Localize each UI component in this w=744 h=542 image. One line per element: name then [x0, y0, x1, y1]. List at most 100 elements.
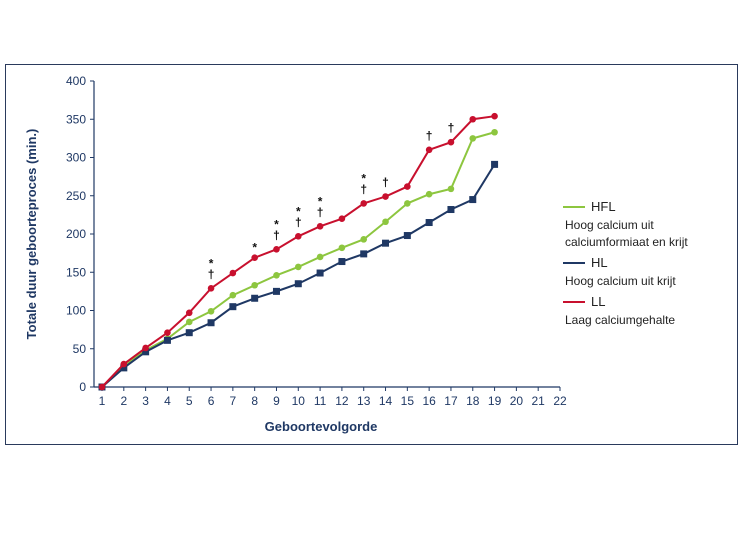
data-point-HFL — [404, 200, 411, 207]
data-point-HFL — [447, 185, 455, 193]
x-tick-label: 20 — [510, 394, 524, 408]
data-point-LL — [360, 200, 368, 207]
legend-item-LL: LL Laag calciumgehalte — [563, 294, 675, 327]
x-tick-label: 16 — [422, 394, 436, 408]
x-tick-label: 14 — [379, 394, 393, 408]
x-tick-label: 22 — [553, 394, 567, 408]
data-point-LL — [469, 115, 477, 123]
data-point-LL — [142, 344, 149, 352]
significance-asterisk: * — [274, 217, 279, 231]
data-point-LL — [404, 183, 411, 190]
x-tick-label: 21 — [532, 394, 546, 408]
data-point-LL — [229, 269, 237, 277]
significance-dagger: † — [317, 205, 324, 219]
significance-dagger: † — [295, 215, 302, 229]
data-point-LL — [207, 285, 215, 292]
legend-description-HFL: Hoog calcium uit — [565, 218, 654, 232]
series-line-HL — [101, 163, 496, 388]
data-point-HL — [163, 336, 171, 344]
x-tick-label: 5 — [186, 394, 193, 408]
annotation-layer: *†**†*†*†*† ††† — [208, 121, 455, 281]
data-point-HL — [142, 348, 150, 356]
significance-dagger: † — [360, 182, 367, 196]
data-point-HFL — [316, 253, 324, 261]
x-tick-label: 18 — [466, 394, 480, 408]
data-point-LL — [98, 383, 106, 391]
legend-description-HL: Hoog calcium uit krijt — [565, 274, 676, 288]
data-point-HL — [425, 219, 433, 227]
series-HL — [98, 160, 499, 391]
x-tick-label: 7 — [230, 394, 237, 408]
data-point-HL — [491, 160, 499, 168]
y-tick-label: 400 — [66, 74, 86, 88]
data-point-LL — [120, 360, 128, 368]
x-tick-label: 4 — [164, 394, 171, 408]
y-tick-label: 100 — [66, 304, 86, 318]
significance-dagger: † — [426, 129, 433, 143]
y-tick-label: 250 — [66, 189, 86, 203]
series-line-HFL — [101, 131, 495, 388]
data-point-LL — [251, 254, 258, 262]
data-point-LL — [425, 146, 433, 154]
legend-label-HL: HL — [591, 255, 608, 270]
y-tick-label: 200 — [66, 227, 86, 241]
series-HFL — [98, 128, 498, 391]
data-point-LL — [164, 329, 171, 336]
data-point-HL — [316, 269, 324, 277]
x-tick-label: 10 — [292, 394, 306, 408]
significance-dagger: † — [448, 121, 455, 135]
data-point-HL — [360, 250, 368, 258]
data-point-LL — [491, 112, 498, 120]
data-point-LL — [294, 232, 302, 240]
legend-item-HL: HL Hoog calcium uit krijt — [563, 255, 676, 288]
data-point-LL — [273, 246, 280, 253]
data-point-HL — [229, 303, 237, 311]
legend-label-HFL: HFL — [591, 199, 616, 214]
significance-asterisk: * — [209, 256, 214, 270]
x-tick-label: 15 — [401, 394, 415, 408]
x-tick-label: 2 — [120, 394, 127, 408]
y-tick-label: 350 — [66, 112, 86, 126]
significance-dagger: † — [273, 228, 280, 242]
data-point-HL — [403, 232, 411, 240]
data-point-LL — [185, 309, 193, 317]
data-point-LL — [316, 223, 324, 230]
data-point-HL — [272, 287, 280, 295]
significance-asterisk: * — [296, 204, 301, 218]
legend-description-LL: Laag calciumgehalte — [565, 313, 675, 327]
x-tick-label: 19 — [488, 394, 502, 408]
series-line-LL — [101, 115, 495, 388]
x-axis-title: Geboortevolgorde — [265, 419, 378, 434]
y-tick-label: 150 — [66, 265, 86, 279]
legend-item-HFL: HFL Hoog calcium uit calciumformiaat en kr… — [563, 199, 688, 249]
series-LL — [98, 112, 498, 391]
x-tick-label: 3 — [142, 394, 149, 408]
significance-dagger: † — [208, 267, 215, 281]
x-tick-label: 12 — [335, 394, 349, 408]
y-tick-label: 0 — [79, 380, 86, 394]
data-point-HL — [338, 258, 346, 266]
data-point-HFL — [469, 135, 477, 142]
legend: HFL Hoog calcium uit calciumformiaat en kr… — [563, 199, 688, 327]
data-point-HFL — [338, 244, 346, 252]
x-tick-label: 11 — [314, 394, 327, 408]
significance-dagger: † — [382, 176, 389, 190]
data-point-HFL — [273, 272, 280, 279]
y-axis-title: Totale duur geboorteproces (min.) — [24, 129, 39, 340]
data-point-HL — [294, 280, 302, 288]
data-point-HL — [185, 329, 193, 337]
legend-description-HFL: calciumformiaat en krijt — [565, 235, 688, 249]
x-tick-label: 17 — [444, 394, 458, 408]
x-tick-label: 6 — [208, 394, 215, 408]
data-point-HL — [251, 294, 259, 302]
x-tick-label: 13 — [357, 394, 371, 408]
significance-asterisk: * — [252, 241, 257, 255]
data-point-HFL — [251, 281, 258, 289]
data-point-HFL — [294, 263, 302, 271]
x-tick-label: 8 — [251, 394, 258, 408]
data-point-HL — [469, 196, 477, 204]
data-point-HL — [447, 206, 455, 214]
data-point-HFL — [425, 190, 433, 198]
